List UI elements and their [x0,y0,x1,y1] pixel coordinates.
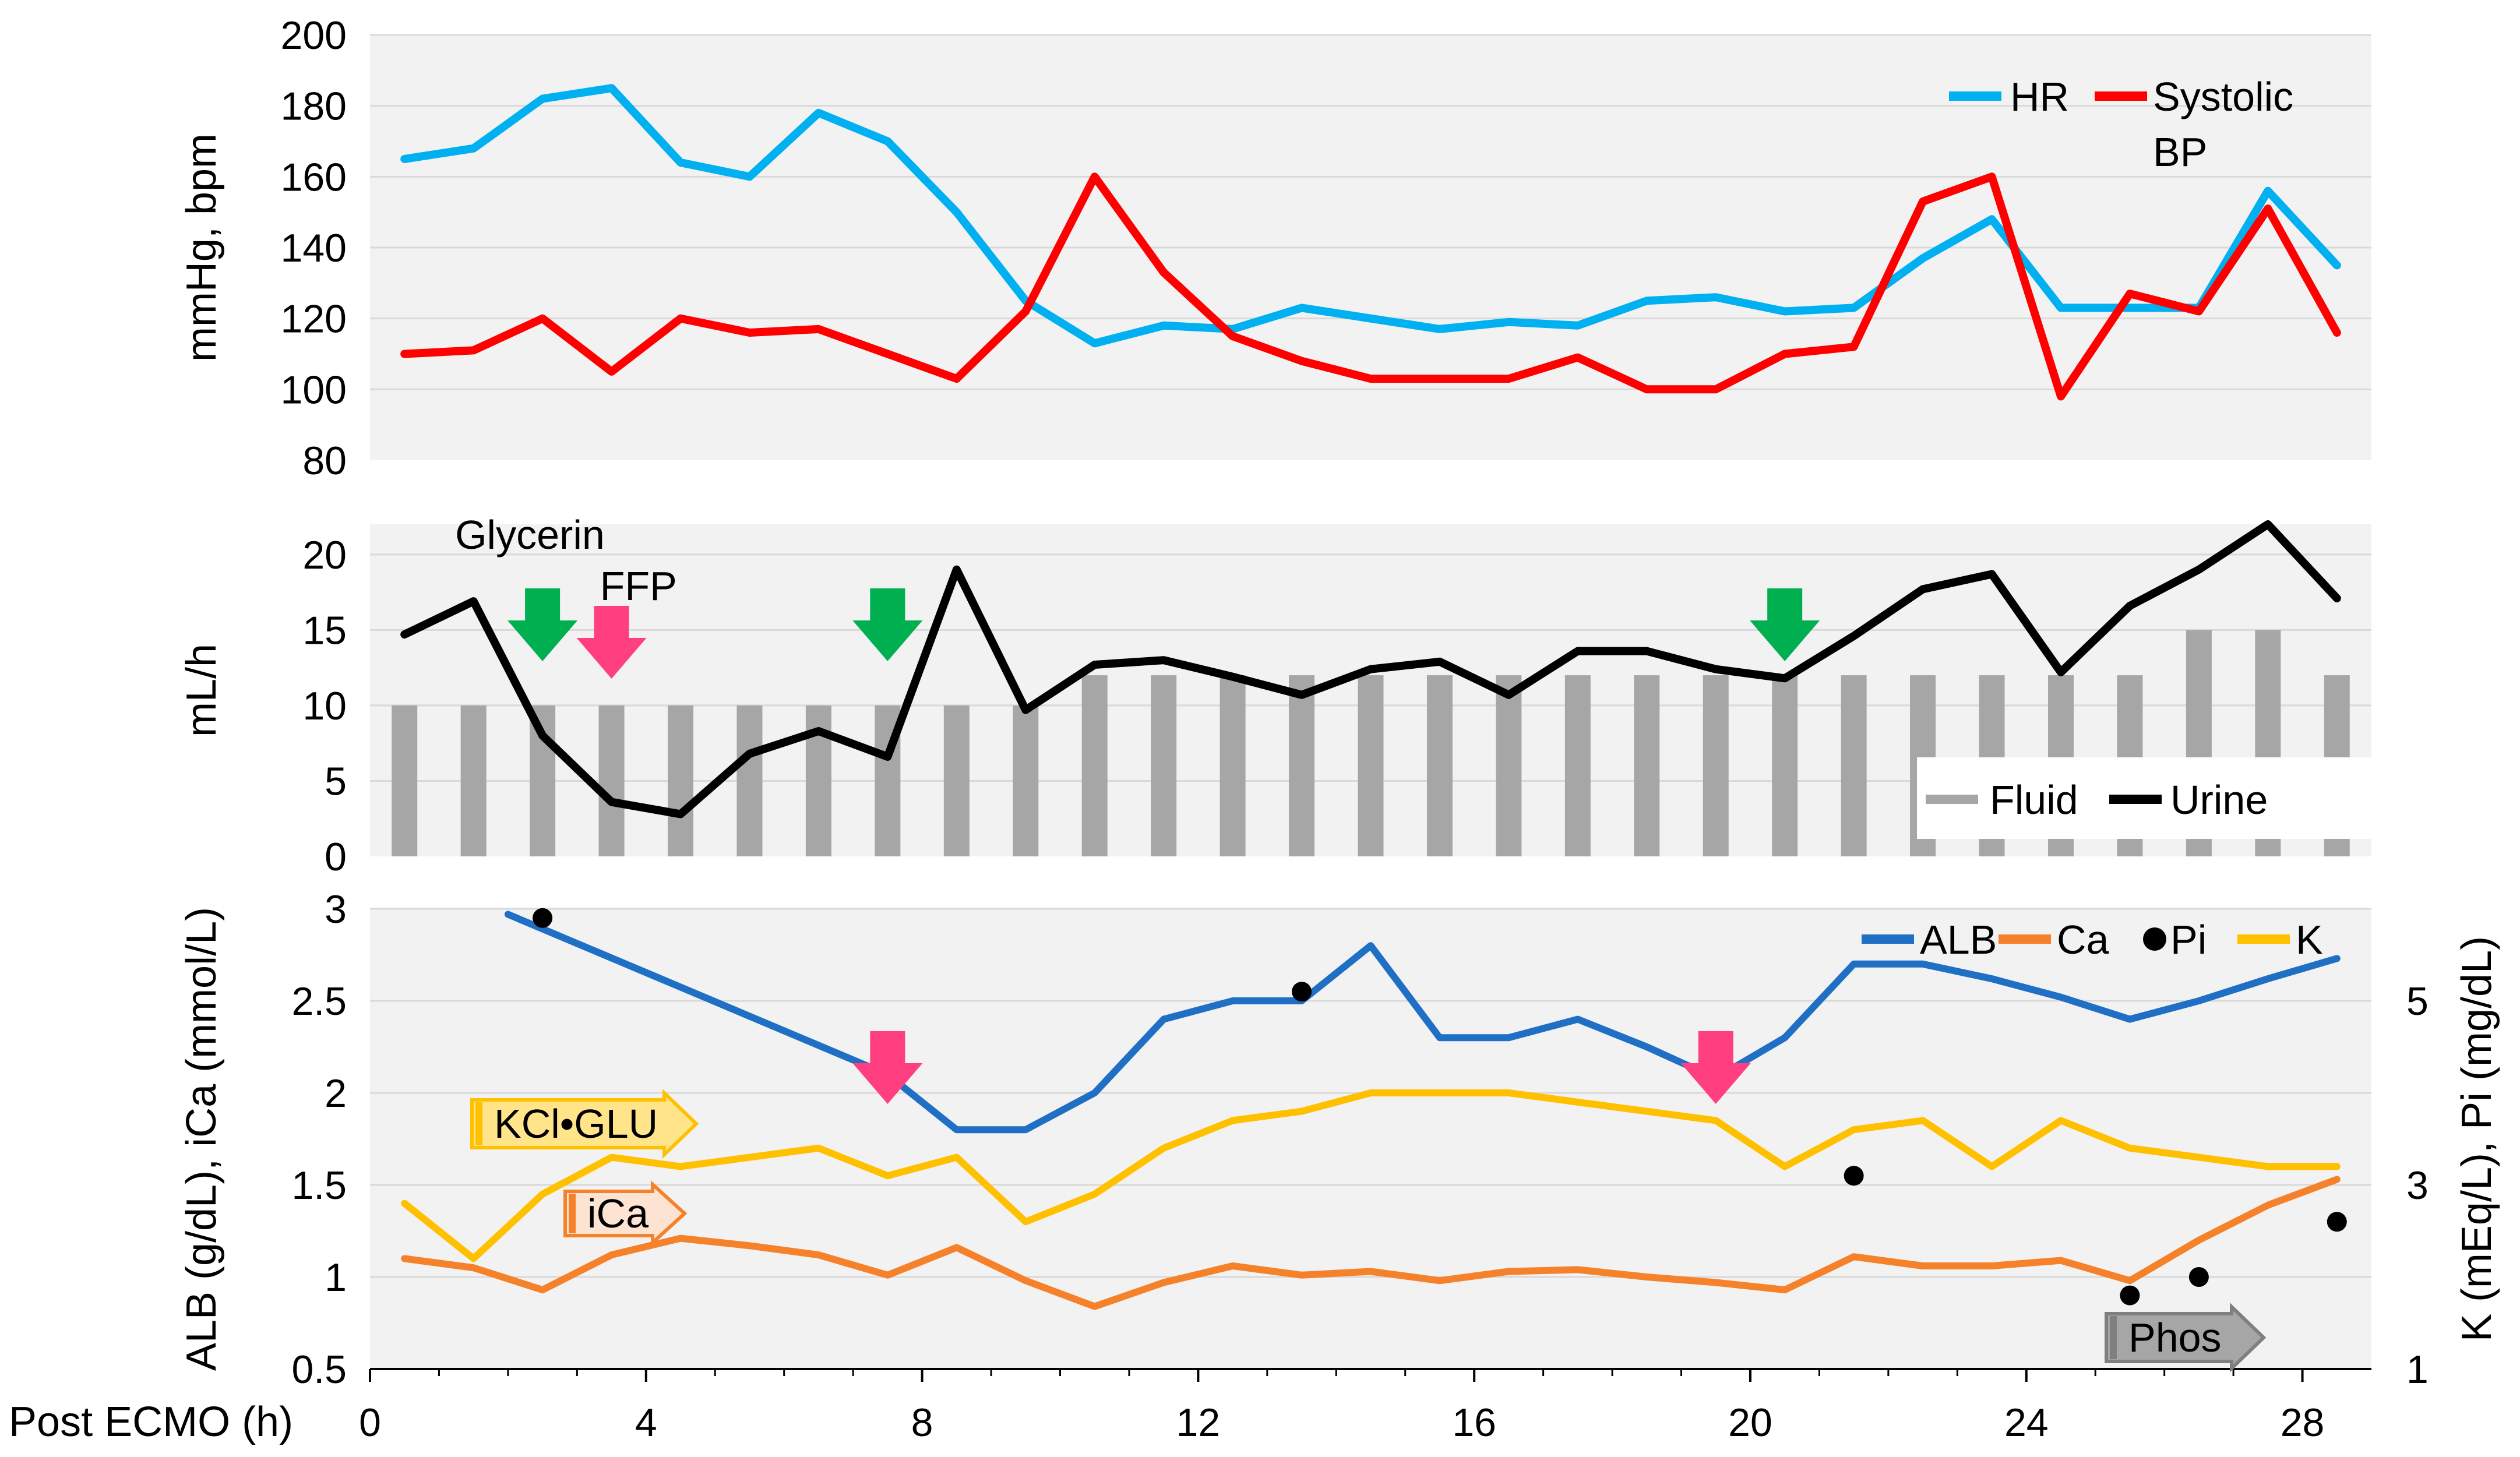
labs-y-axis-label-right: K (mEq/L), Pi (mg/dL) [2454,936,2500,1342]
labs-y-right-tick-label: 3 [2406,1163,2429,1208]
labs-y-tick-label: 1.5 [291,1163,347,1208]
x-tick-label: 20 [1728,1400,1772,1445]
labs-y-right-tick-label: 5 [2406,979,2429,1024]
fluid-bar [1358,675,1384,856]
labs-y-tick-label: 3 [325,887,347,932]
fluid-y-tick-label: 20 [302,533,347,577]
tag-phos [2105,1302,2267,1373]
tag-kcl-glu [470,1088,699,1159]
tag-kcl-glu-band [475,1102,482,1145]
x-tick-label: 8 [911,1400,933,1445]
tag-kcl-glu-label: KCl•GLU [494,1101,658,1146]
labs-y-tick-label: 2 [325,1071,347,1116]
fluid-bar [1289,675,1315,856]
pi-point [2120,1285,2140,1306]
vitals-y-tick-label: 100 [281,368,347,412]
fluid-bar [736,705,763,856]
x-tick-label: 28 [2281,1400,2325,1445]
fluid-bar [1772,675,1798,856]
labs-y-tick-label: 0.5 [291,1347,347,1392]
series-line-ca [401,1176,2341,1310]
arrow-ffp-labs [852,1031,923,1104]
pi-point [2188,1267,2209,1287]
fluid-bar [1151,675,1177,856]
pi-point [2327,1212,2347,1232]
x-tick-label: 4 [635,1400,657,1445]
vitals-y-tick-label: 80 [302,439,347,483]
fluid-y-tick-label: 10 [302,684,347,728]
labs-y-axis-label-left: ALB (g/dL), iCa (mmol/L) [178,907,225,1371]
legend-label-k: K [2296,917,2323,962]
legend-label-ca: Ca [2057,917,2109,962]
vitals-y-axis-label: mmHg, bpm [178,133,225,362]
vitals-y-tick-label: 140 [281,226,347,270]
tag-ica-band [569,1194,576,1233]
tag-phos-band [2110,1316,2117,1359]
vitals-y-tick-label: 200 [281,13,347,58]
vitals-y-tick-label: 180 [281,84,347,129]
legend-label-pi: Pi [2170,917,2207,962]
series-line-k [401,1089,2341,1262]
tag-ica-label: iCa [587,1191,648,1236]
x-tick-label: 12 [1176,1400,1221,1445]
x-tick-label: 24 [2004,1400,2049,1445]
pi-point [1292,982,1312,1002]
fluid-bar [1564,675,1591,856]
x-axis-label: Post ECMO (h) [9,1399,293,1445]
legend-marker-pi [2143,927,2166,951]
fluid-y-tick-label: 0 [325,835,347,879]
arrow-glycerin [507,588,578,661]
labs-y-right-tick-label: 1 [2406,1347,2429,1392]
fluid-bar [1013,705,1039,856]
fluid-bar [1841,675,1867,856]
vitals-y-tick-label: 160 [281,155,347,199]
fluid-bar [1220,675,1246,856]
fluid-y-axis-label: mL/h [178,644,225,737]
vitals-y-tick-label: 120 [281,297,347,341]
labs-y-tick-label: 2.5 [291,979,347,1024]
series-line-urine [400,520,2341,819]
series-line-alb [504,911,2341,1134]
fluid-y-tick-label: 5 [325,759,347,803]
fluid-y-tick-label: 15 [302,608,347,652]
fluid-bar [943,705,970,856]
legend-label-urine: Urine [2170,777,2268,823]
legend-label-hr: HR [2010,74,2069,119]
legend-label-systolic-bp: Systolic [2153,74,2293,119]
fluid-bar [392,705,418,856]
fluid-bar [598,705,625,856]
legend-label-fluid: Fluid [1990,777,2078,823]
legend-label-systolic-bp-line2: BP [2153,129,2207,175]
x-tick-label: 16 [1452,1400,1496,1445]
fluid-bar [1496,675,1522,856]
fluid-bar [460,705,487,856]
arrow-ffp [576,606,647,679]
fluid-bar [1081,675,1108,856]
tag-phos-label: Phos [2128,1315,2222,1360]
pi-point [533,908,553,928]
arrow-ffp-labs [1680,1031,1751,1104]
annotation-glycerin: Glycerin [455,512,605,558]
legend-label-alb: ALB [1920,917,1997,962]
fluid-bar [1634,675,1660,856]
annotation-ffp: FFP [600,563,677,609]
fluid-bar [1703,675,1729,856]
pi-point [1844,1166,1864,1186]
arrow-glycerin [1750,588,1820,661]
tag-ica [563,1180,688,1247]
series-line-systolic-bp [400,172,2341,401]
x-tick-label: 0 [359,1400,381,1445]
labs-y-tick-label: 1 [325,1255,347,1300]
arrow-glycerin [852,588,923,661]
fluid-bar [668,705,694,856]
fluid-bar [1426,675,1453,856]
